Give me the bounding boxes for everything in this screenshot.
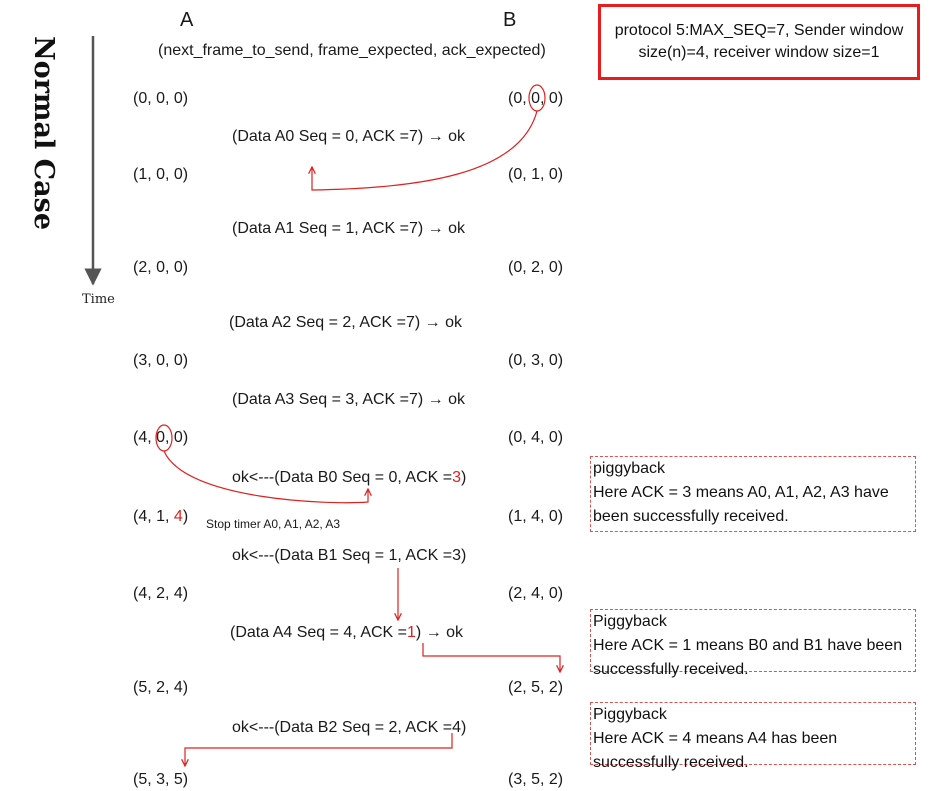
b-state: (0, 4, 0) <box>508 429 564 446</box>
station-a-header: A <box>180 9 194 31</box>
note-title: piggyback <box>593 460 666 477</box>
a-state: (3, 0, 0) <box>133 352 189 369</box>
protocol-box: protocol 5:MAX_SEQ=7, Sender window size… <box>598 4 920 80</box>
note-body: Here ACK = 4 means A4 has been successfu… <box>593 730 838 771</box>
a-state: (4, 2, 4) <box>133 585 189 602</box>
message-data-b1: ok<---(Data B1 Seq = 1, ACK =3) <box>232 547 467 564</box>
message-data-b0: ok<---(Data B0 Seq = 0, ACK =3) <box>232 469 467 486</box>
a-state: (5, 2, 4) <box>133 679 189 696</box>
message-data-a0: (Data A0 Seq = 0, ACK =7) → ok <box>232 128 466 145</box>
message-data-b2: ok<---(Data B2 Seq = 2, ACK =4) <box>232 719 467 736</box>
a-state: (0, 0, 0) <box>133 90 189 107</box>
station-b-header: B <box>503 9 517 31</box>
note-title: Piggyback <box>593 706 667 723</box>
message-data-a3: (Data A3 Seq = 3, ACK =7) → ok <box>232 391 466 408</box>
message-data-a1: (Data A1 Seq = 1, ACK =7) → ok <box>232 220 466 237</box>
highlight-circle <box>155 424 173 452</box>
b-state: (0, 2, 0) <box>508 259 564 276</box>
a-state: (1, 0, 0) <box>133 166 189 183</box>
ack-curve-arrow <box>163 450 368 504</box>
stop-timer-label: Stop timer A0, A1, A2, A3 <box>206 517 341 531</box>
time-label: Time <box>82 292 115 307</box>
note-piggyback-3: Piggyback Here ACK = 4 means A4 has been… <box>590 702 916 771</box>
a-state: (4, 0, 0) <box>133 429 189 446</box>
ack-elbow-arrow <box>422 643 560 672</box>
ack-elbow-arrow <box>185 733 453 766</box>
message-data-a2: (Data A2 Seq = 2, ACK =7) → ok <box>229 314 463 331</box>
tuple-legend: (next_frame_to_send, frame_expected, ack… <box>158 42 546 59</box>
message-data-a4: (Data A4 Seq = 4, ACK =1) → ok <box>230 624 464 641</box>
a-state: (2, 0, 0) <box>133 259 189 276</box>
b-state: (1, 4, 0) <box>508 508 564 525</box>
ack-curve-arrow <box>312 110 538 191</box>
note-body: Here ACK = 3 means A0, A1, A2, A3 have b… <box>593 484 889 525</box>
a-state: (4, 1, 4) <box>133 508 189 525</box>
note-piggyback-1: piggyback Here ACK = 3 means A0, A1, A2,… <box>590 456 916 532</box>
protocol-box-text: protocol 5:MAX_SEQ=7, Sender window size… <box>614 22 904 61</box>
b-state: (2, 5, 2) <box>508 679 564 696</box>
note-body: Here ACK = 1 means B0 and B1 have been s… <box>593 637 903 678</box>
a-state: (5, 3, 5) <box>133 771 189 788</box>
note-title: Piggyback <box>593 613 667 630</box>
b-state: (2, 4, 0) <box>508 585 564 602</box>
b-state: (3, 5, 2) <box>508 771 564 788</box>
side-title: Normal Case <box>28 36 59 230</box>
b-state: (0, 0, 0) <box>508 90 564 107</box>
b-state: (0, 1, 0) <box>508 166 564 183</box>
highlight-circle <box>528 84 546 112</box>
b-state: (0, 3, 0) <box>508 352 564 369</box>
note-piggyback-2: Piggyback Here ACK = 1 means B0 and B1 h… <box>590 609 916 678</box>
